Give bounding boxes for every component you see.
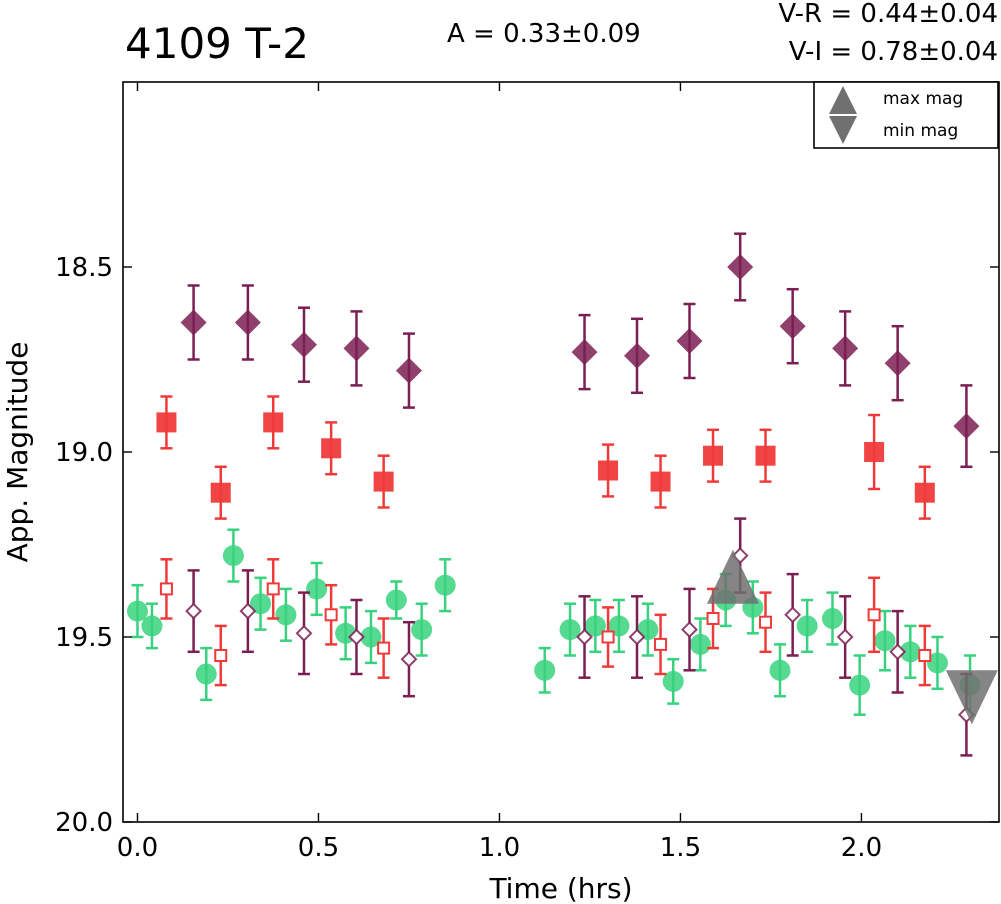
data-point-diamond xyxy=(234,309,261,336)
data-point-diamond-open xyxy=(784,606,802,624)
x-tick-label: 0.5 xyxy=(298,833,339,863)
data-point-square-open xyxy=(324,608,338,622)
data-point-square-open xyxy=(759,615,773,629)
data-point-diamond xyxy=(290,331,317,358)
data-point-diamond-open xyxy=(836,628,854,646)
data-point-diamond-open xyxy=(576,628,593,646)
data-point-diamond-open xyxy=(400,650,418,668)
data-point-square xyxy=(650,471,671,492)
data-point-diamond-open xyxy=(628,628,646,646)
data-point-square xyxy=(755,445,776,466)
x-tick-label: 2.0 xyxy=(841,833,882,863)
data-point-diamond xyxy=(343,335,370,362)
data-point-square xyxy=(598,460,619,481)
data-point-circle xyxy=(821,608,843,629)
x-tick-label: 1.0 xyxy=(479,833,520,863)
legend-max-mag-marker xyxy=(829,86,857,114)
data-point-diamond-open xyxy=(185,602,203,620)
data-point-circle xyxy=(559,619,581,641)
y-axis-label: App. Magnitude xyxy=(1,342,34,563)
data-point-square-open xyxy=(601,630,615,644)
data-point-square-open xyxy=(706,612,720,625)
data-point-circle xyxy=(360,626,382,648)
v-r-color-label: V-R = 0.44±0.04 xyxy=(778,0,998,29)
data-point-circle xyxy=(141,615,163,637)
data-point-diamond-open xyxy=(889,643,907,661)
data-point-square xyxy=(703,445,724,466)
data-point-diamond xyxy=(779,313,806,340)
y-tick-label: 18.5 xyxy=(55,253,113,283)
data-point-square xyxy=(210,482,231,503)
data-point-diamond xyxy=(884,350,911,377)
data-point-square-open xyxy=(266,582,280,596)
data-markers xyxy=(126,232,998,757)
data-point-diamond xyxy=(571,339,598,366)
data-point-circle xyxy=(584,615,606,637)
data-point-diamond xyxy=(180,309,207,336)
data-point-circle xyxy=(899,641,921,663)
data-point-circle xyxy=(126,600,148,622)
axis-ticks: 0.0 0.5 1.0 1.5 2.0 18.5 19.0 19.5 20.0 xyxy=(55,82,999,863)
data-point-square xyxy=(156,412,177,433)
data-point-circle xyxy=(849,674,871,696)
data-point-circle xyxy=(769,659,791,681)
data-point-diamond-open xyxy=(681,621,698,639)
amplitude-label: A = 0.33±0.09 xyxy=(447,19,641,49)
data-point-circle xyxy=(434,574,456,596)
x-tick-label: 1.5 xyxy=(660,833,701,863)
legend-max-mag-label: max mag xyxy=(883,89,963,109)
legend: max mag min mag xyxy=(813,81,999,149)
data-point-diamond xyxy=(676,328,703,354)
data-point-diamond-open xyxy=(295,624,313,642)
data-point-circle xyxy=(662,670,684,692)
data-point-square-open xyxy=(867,608,881,622)
data-point-circle xyxy=(222,545,244,567)
y-tick-label: 19.5 xyxy=(55,623,113,653)
data-point-circle xyxy=(534,659,556,681)
data-point-circle xyxy=(411,619,433,641)
data-point-circle xyxy=(250,593,272,615)
x-tick-label: 0.0 xyxy=(117,833,158,863)
data-point-circle xyxy=(275,604,297,626)
data-point-square-open xyxy=(377,641,391,655)
y-tick-label: 20.0 xyxy=(55,808,113,838)
data-point-circle xyxy=(306,578,328,600)
min-mag-marker xyxy=(945,670,998,725)
data-point-circle xyxy=(926,652,948,674)
data-point-diamond-open xyxy=(348,628,365,646)
max-mag-marker xyxy=(706,549,759,604)
data-point-circle xyxy=(689,633,711,655)
data-point-square-open xyxy=(654,637,668,651)
y-tick-label: 19.0 xyxy=(55,438,113,468)
data-point-square xyxy=(373,471,394,492)
data-point-square xyxy=(263,412,284,433)
data-point-diamond xyxy=(624,342,651,369)
legend-min-mag-marker xyxy=(829,116,857,144)
x-axis-label: Time (hrs) xyxy=(488,872,632,904)
data-point-diamond xyxy=(832,335,859,362)
data-point-circle xyxy=(195,663,217,685)
legend-min-mag-label: min mag xyxy=(883,121,958,141)
data-point-circle xyxy=(874,630,896,652)
data-point-diamond xyxy=(395,357,422,384)
v-i-color-label: V-I = 0.78±0.04 xyxy=(789,37,998,67)
data-point-square xyxy=(914,482,935,503)
data-point-square xyxy=(864,442,885,462)
data-point-square-open xyxy=(159,582,173,596)
chart-title: 4109 T-2 xyxy=(125,19,309,68)
data-point-diamond xyxy=(727,254,754,280)
data-point-circle xyxy=(796,615,818,637)
data-point-circle xyxy=(385,589,407,611)
data-point-diamond xyxy=(953,413,980,440)
data-point-square-open xyxy=(918,649,932,662)
data-point-square-open xyxy=(214,649,228,662)
data-point-square xyxy=(321,438,342,459)
data-point-diamond-open xyxy=(239,602,257,620)
